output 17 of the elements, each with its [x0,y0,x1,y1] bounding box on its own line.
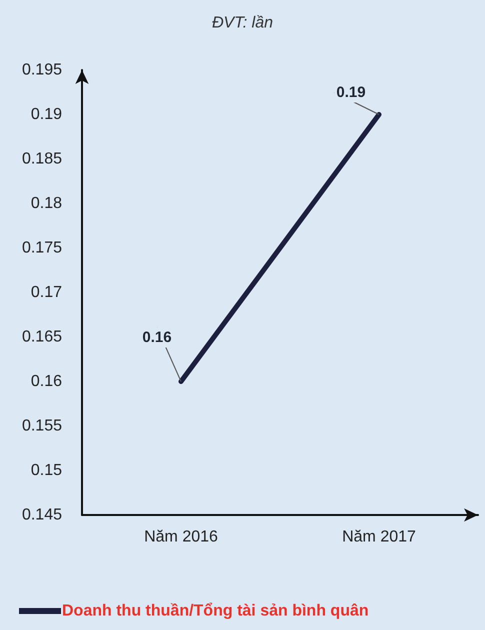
x-tick-label: Năm 2017 [342,528,416,546]
y-tick-label: 0.15 [30,462,62,479]
y-tick-label: 0.155 [22,418,62,434]
y-tick-label: 0.18 [30,195,62,212]
legend-label: Doanh thu thuần/Tổng tài sản bình quân [62,602,369,620]
y-tick-label: 0.175 [22,240,62,256]
y-tick-label: 0.19 [30,106,62,123]
data-label: 0.16 [142,329,172,346]
y-tick-label: 0.195 [22,62,62,78]
y-tick-label: 0.165 [22,328,62,346]
y-tick-label: 0.16 [30,373,62,390]
data-label: 0.19 [336,84,366,101]
chart-title: ĐVT: lần [212,14,274,32]
y-tick-label: 0.185 [22,150,62,168]
y-tick-label: 0.17 [30,284,62,301]
x-tick-label: Năm 2016 [144,528,218,546]
y-tick-label: 0.145 [22,506,62,524]
